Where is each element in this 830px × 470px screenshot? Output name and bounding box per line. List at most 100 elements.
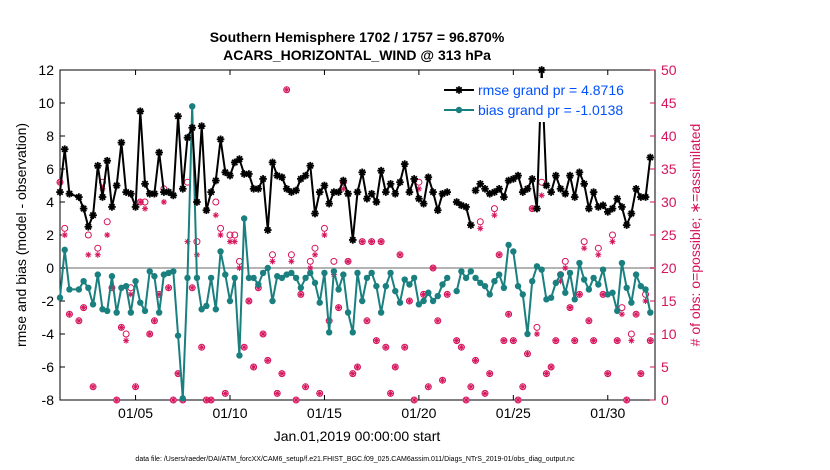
obs-possible-marker (311, 244, 319, 252)
rmse-point (405, 188, 414, 196)
legend-bias-label: bias grand pr = -1.0138 (478, 102, 623, 118)
bias-point (94, 271, 101, 278)
y-right-tick-label: 35 (661, 161, 677, 177)
rmse-point (65, 189, 74, 198)
rmse-point (226, 171, 234, 180)
rmse-point (382, 188, 390, 196)
bias-point (212, 306, 220, 313)
obs-assimilated-marker (198, 344, 205, 351)
obs-assimilated-marker (633, 311, 640, 318)
y-right-tick-label: 20 (661, 260, 677, 276)
rmse-point (424, 173, 433, 182)
obs-assimilated-marker (349, 370, 356, 377)
bias-point (566, 269, 574, 277)
obs-possible-marker (287, 251, 295, 259)
obs-assimilated-marker (472, 357, 479, 364)
x-tick-label: 01/30 (590, 405, 625, 421)
obs-assimilated-marker (85, 251, 92, 258)
bias-point (174, 332, 182, 339)
bias-point (387, 269, 394, 277)
obs-assimilated-marker (165, 284, 172, 291)
rmse-point (646, 153, 655, 162)
bias-point (269, 297, 276, 305)
rmse-point (164, 188, 173, 196)
bias-point (222, 271, 229, 278)
rmse-point (301, 171, 310, 180)
y-left-tick-label: 6 (46, 161, 54, 177)
rmse-point (254, 185, 263, 193)
obs-assimilated-marker (142, 205, 148, 212)
obs-assimilated-marker (538, 192, 545, 199)
bias-point (217, 248, 224, 255)
obs-assimilated-marker (623, 397, 630, 403)
bias-point (599, 266, 607, 273)
rmse-point (391, 189, 400, 198)
rmse-point (363, 194, 371, 203)
bias-point (462, 274, 470, 282)
bias-point (198, 306, 205, 313)
rmse-point (263, 226, 272, 234)
bias-point (519, 291, 526, 298)
bias-point (439, 281, 446, 288)
bias-point (571, 296, 578, 303)
y-right-tick-label: 25 (661, 227, 677, 243)
rmse-point (566, 171, 574, 180)
rmse-point (155, 148, 163, 157)
y-right-tick-label: 50 (661, 62, 677, 78)
obs-assimilated-marker (127, 291, 134, 298)
legend-box (440, 78, 650, 122)
plot-area: -8 -6 -4 -2 0 2 4 6 8 10 12 0 5 10 15 20 25 30 35 40 45 50 01/… (38, 62, 676, 421)
bias-point (288, 269, 295, 277)
bias-point (467, 268, 475, 275)
bias-point (628, 299, 635, 306)
bias-point (481, 282, 489, 290)
bias-point (127, 309, 135, 316)
rmse-point (377, 166, 385, 175)
obs-assimilated-marker (637, 370, 644, 377)
obs-possible-marker (320, 224, 328, 232)
x-axis-label: Jan.01,2019 00:00:00 start (274, 428, 441, 444)
obs-assimilated-marker (571, 337, 578, 344)
bias-point (302, 274, 309, 282)
bias-point (325, 329, 333, 336)
obs-assimilated-marker (160, 199, 167, 205)
rmse-point (386, 180, 395, 188)
rmse-point (618, 203, 626, 211)
rmse-point (603, 208, 612, 216)
obs-assimilated-marker (604, 370, 611, 377)
rmse-point (221, 168, 230, 177)
rmse-point (585, 204, 593, 213)
bias-point (491, 278, 498, 285)
rmse-point (112, 181, 121, 190)
obs-assimilated-marker (382, 344, 389, 351)
obs-assimilated-marker (217, 232, 224, 238)
bias-point (524, 330, 531, 338)
rmse-point (467, 221, 475, 229)
rmse-point (334, 188, 343, 196)
obs-assimilated-marker (359, 238, 366, 245)
obs-assimilated-marker (444, 291, 451, 298)
bias-point (401, 276, 408, 283)
y-left-tick-label: 12 (38, 62, 54, 78)
obs-assimilated-marker (241, 344, 248, 351)
rmse-point (235, 155, 244, 163)
obs-assimilated-marker (401, 344, 408, 351)
rmse-point (429, 188, 437, 196)
bias-point (245, 274, 253, 282)
obs-assimilated-marker (505, 311, 512, 318)
bias-point (226, 297, 234, 305)
rmse-point (188, 123, 197, 132)
obs-assimilated-marker (137, 199, 144, 205)
rmse-point (556, 185, 565, 193)
obs-assimilated-marker (628, 337, 635, 344)
bias-point (368, 269, 375, 277)
obs-possible-marker (594, 244, 602, 252)
bias-point (354, 269, 361, 277)
obs-assimilated-marker (245, 298, 252, 304)
obs-assimilated-marker (618, 311, 625, 318)
bias-point (335, 286, 342, 293)
rmse-point (287, 188, 296, 196)
bias-point (453, 287, 460, 295)
chart-title-line2: ACARS_HORIZONTAL_WIND @ 313 hPa (223, 47, 491, 63)
obs-possible-marker (212, 198, 220, 206)
